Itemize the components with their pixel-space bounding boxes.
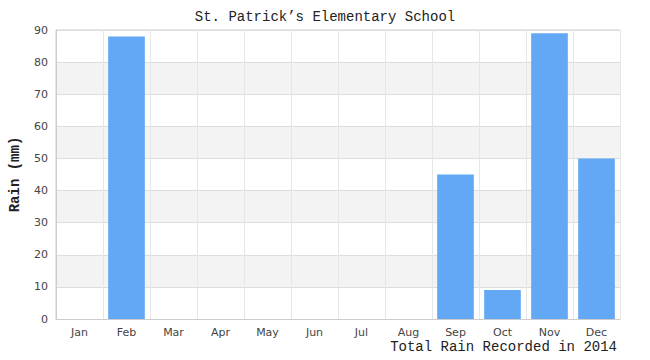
svg-text:Jan: Jan — [70, 326, 88, 339]
svg-text:Rain (mm): Rain (mm) — [7, 137, 23, 213]
svg-text:Total Rain Recorded in 2014: Total Rain Recorded in 2014 — [390, 339, 617, 355]
svg-text:40: 40 — [34, 184, 48, 197]
svg-text:20: 20 — [34, 248, 48, 261]
svg-text:10: 10 — [34, 280, 48, 293]
svg-text:0: 0 — [41, 313, 48, 326]
svg-text:May: May — [256, 326, 279, 339]
svg-text:Apr: Apr — [211, 326, 231, 339]
svg-text:70: 70 — [34, 88, 48, 101]
svg-text:30: 30 — [34, 216, 48, 229]
svg-text:Feb: Feb — [117, 326, 136, 339]
svg-text:Mar: Mar — [163, 326, 184, 339]
svg-text:Sep: Sep — [445, 326, 466, 339]
svg-text:50: 50 — [34, 152, 48, 165]
svg-text:Aug: Aug — [398, 326, 419, 339]
svg-text:80: 80 — [34, 56, 48, 69]
svg-text:Oct: Oct — [493, 326, 513, 339]
svg-text:St. Patrick’s Elementary Schoo: St. Patrick’s Elementary School — [195, 9, 455, 25]
svg-text:Jun: Jun — [305, 326, 323, 339]
svg-text:Dec: Dec — [586, 326, 607, 339]
svg-text:60: 60 — [34, 120, 48, 133]
svg-text:90: 90 — [34, 24, 48, 37]
svg-text:Jul: Jul — [354, 326, 368, 339]
svg-text:Nov: Nov — [539, 326, 561, 339]
